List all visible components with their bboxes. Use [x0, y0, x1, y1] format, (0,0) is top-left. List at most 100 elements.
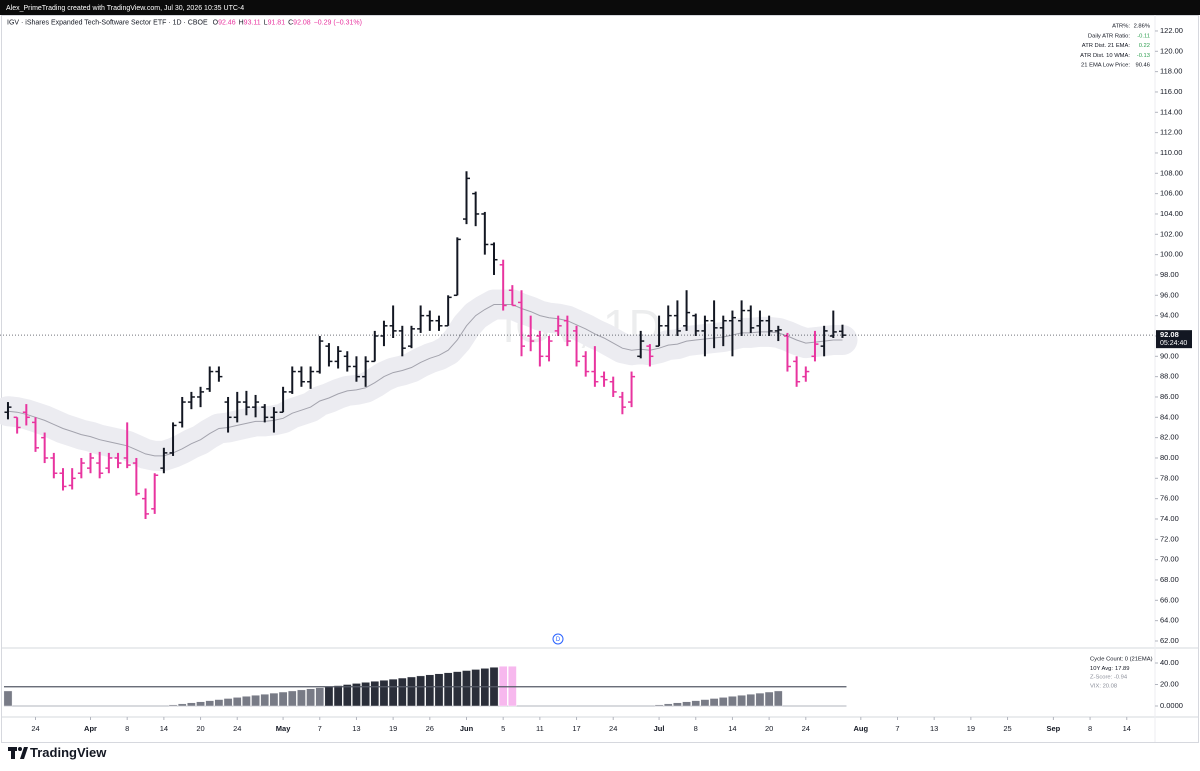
x-tick-label: 24 — [609, 724, 617, 733]
y-tick-label: 104.00 — [1160, 209, 1183, 218]
histogram-bar — [297, 689, 306, 707]
histogram-bar — [223, 698, 233, 707]
histogram-bar — [370, 681, 380, 707]
histogram-bar — [3, 690, 13, 707]
pane-legend-value: 17.89 — [1115, 666, 1130, 672]
histogram-bar — [333, 685, 343, 707]
last-price-box — [1156, 330, 1192, 349]
y-tick-label: 114.00 — [1160, 107, 1182, 116]
countdown: 05:24:40 — [1160, 340, 1187, 347]
histogram-bar — [654, 704, 664, 707]
legend-ohlc-value: 93.11 — [244, 19, 261, 26]
x-tick-label: Jun — [460, 724, 474, 733]
x-tick-label: Jul — [654, 724, 665, 733]
pane-legend: Cycle Count: 0 (21EMA) — [1090, 657, 1153, 663]
histogram-bar — [443, 672, 453, 707]
x-tick-label: 24 — [31, 724, 39, 733]
credit: Alex_PrimeTrading created with TradingVi… — [6, 5, 244, 12]
y-tick-label: 80.00 — [1160, 453, 1179, 462]
table-value: 2.86% — [1134, 24, 1150, 30]
y-tick-label: 112.00 — [1160, 128, 1182, 137]
y-tick-label: 64.00 — [1160, 616, 1179, 625]
histogram-bar — [718, 697, 728, 707]
histogram-bar — [737, 695, 746, 707]
histogram-bar — [287, 690, 297, 707]
histogram-bar — [673, 702, 682, 707]
histogram-bar — [471, 669, 480, 707]
y-tick-label: 66.00 — [1160, 595, 1179, 604]
x-tick-label: 19 — [967, 724, 975, 733]
histogram-bar — [196, 701, 205, 707]
histogram-bar — [398, 677, 407, 707]
table-value: -0.11 — [1137, 33, 1150, 39]
y-tick-label: 98.00 — [1160, 270, 1179, 279]
x-tick-label: 7 — [318, 724, 322, 733]
histogram-bar — [306, 688, 315, 707]
histogram-bar — [278, 691, 288, 707]
histogram-bar — [168, 704, 178, 707]
histogram-bar — [379, 679, 389, 707]
top-bar — [0, 0, 1200, 15]
logo: TradingView — [8, 745, 107, 760]
histogram-bar — [242, 696, 251, 707]
y-tick-label: 102.00 — [1160, 229, 1183, 238]
histogram-bar — [755, 692, 765, 707]
histogram-bar — [342, 684, 352, 707]
logo-mark — [20, 747, 28, 759]
histogram-bar — [746, 693, 756, 707]
legend: IGV · iShares Expanded Tech-Software Sec… — [7, 19, 362, 26]
y-tick-label: 68.00 — [1160, 575, 1179, 584]
x-tick-label: 7 — [895, 724, 899, 733]
x-tick-label: 24 — [802, 724, 810, 733]
y-tick-label: 110.00 — [1160, 148, 1182, 157]
y-tick-label: 82.00 — [1160, 433, 1179, 442]
logo-mark — [18, 747, 22, 751]
y-tick-label: 76.00 — [1160, 494, 1179, 503]
histogram-bar — [269, 692, 279, 707]
y-tick-label: 122.00 — [1160, 26, 1183, 35]
y-tick-label: 86.00 — [1160, 392, 1179, 401]
histogram-bar — [700, 699, 710, 707]
logo-text: TradingView — [30, 745, 107, 760]
histogram-bar — [361, 682, 370, 707]
legend-ohlc-value: 92.08 — [293, 19, 311, 26]
logo-mark — [11, 751, 15, 759]
ema-line — [7, 304, 843, 457]
y-tick-label: 88.00 — [1160, 372, 1179, 381]
legend-change: −0.29 (−0.31%) — [314, 19, 362, 26]
histogram-bar — [764, 691, 774, 707]
y-tick-label: 84.00 — [1160, 412, 1179, 421]
histogram-bar — [508, 666, 517, 707]
histogram-bar — [416, 675, 425, 707]
x-tick-label: 13 — [352, 724, 360, 733]
x-tick-label: 20 — [196, 724, 204, 733]
table-label: ATR Dist. 10 WMA: — [1080, 53, 1130, 59]
x-tick-label: 20 — [765, 724, 773, 733]
y-tick-label: 90.00 — [1160, 351, 1179, 360]
y-tick-label: 62.00 — [1160, 636, 1179, 645]
pane-legend: 10Y Avg: 17.89 — [1090, 666, 1130, 672]
legend-ohlc-value: 91.81 — [268, 19, 286, 26]
histogram-bar — [407, 676, 416, 707]
histogram-bar — [773, 690, 783, 707]
pane-legend-label: 10Y Avg: — [1090, 666, 1113, 672]
histogram-bar — [260, 693, 270, 707]
y-tick-label: 72.00 — [1160, 534, 1179, 543]
table-label: ATR%: — [1112, 24, 1130, 30]
y-tick-label: 106.00 — [1160, 189, 1183, 198]
histogram-bar — [691, 700, 701, 707]
table-label: 21 EMA Low Price: — [1081, 63, 1130, 69]
legend-title: IGV · iShares Expanded Tech-Software Sec… — [7, 19, 208, 26]
dividend-marker — [552, 633, 564, 645]
y-tick-label: 118.00 — [1160, 67, 1182, 76]
y-tick-label: 100.00 — [1160, 250, 1183, 259]
histogram-bar — [498, 666, 508, 707]
frame — [1, 15, 1199, 743]
y-tick-label: 120.00 — [1160, 46, 1183, 55]
histogram-bar — [187, 702, 196, 707]
legend-ohlc-label: L — [264, 19, 268, 26]
histogram-bar — [324, 686, 334, 707]
